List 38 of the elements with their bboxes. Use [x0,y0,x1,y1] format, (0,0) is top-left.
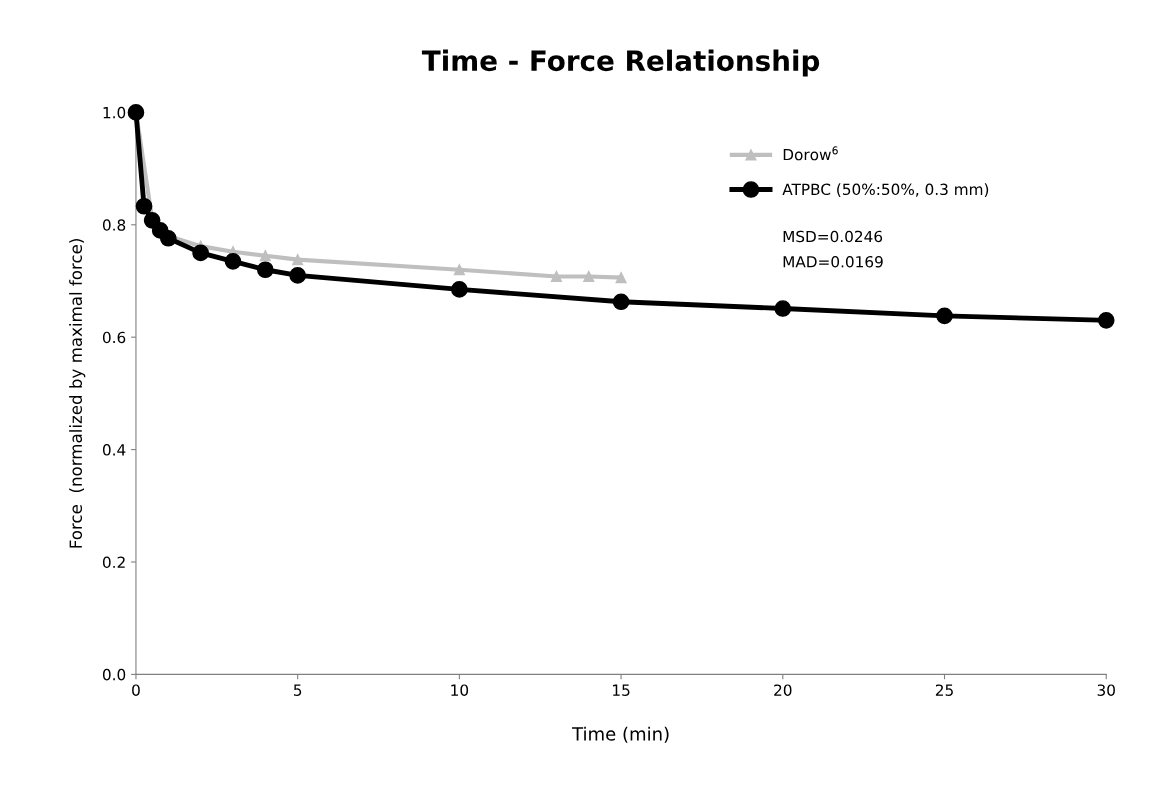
point [1097,312,1115,329]
point [774,300,792,317]
x-tick-label: 30 [1097,684,1115,696]
point [612,293,630,311]
point [159,229,177,247]
point [583,270,595,283]
annotation: MAD=0.0169 [783,255,883,268]
y-tick-label: 0.4 [102,444,126,456]
point [292,254,304,266]
y-tick-label: 0.6 [102,331,126,344]
x-axis-title: Time (min) [572,726,669,743]
x-tick-label: 20 [774,684,792,696]
y-tick-label: 0.0 [102,668,126,681]
point [453,264,465,276]
y-tick-label: 0.8 [102,219,126,231]
x-tick-label: 0 [132,684,140,696]
legend-label: Dorow$^{6}$ [783,146,838,161]
point [256,261,274,279]
point [289,267,306,284]
y-tick-label: 1.0 [103,106,126,119]
point [224,252,242,270]
chart-title: Time - Force Relationship [421,49,820,77]
annotation: MSD=0.0246 [783,230,883,243]
x-tick-label: 10 [451,684,469,696]
point [259,250,271,262]
point [936,307,953,325]
x-tick-label: 25 [935,684,953,696]
y-tick-label: 0.2 [102,556,125,569]
point [451,281,468,298]
legend-label: ATPBC (50%:50%, 0.3 mm) [782,183,989,197]
y-axis-title: Force (normalized by maximal force) [69,239,86,548]
point [135,197,153,215]
point [550,270,562,283]
point [143,211,161,229]
point [192,244,209,262]
x-tick-label: 15 [613,684,630,696]
point [615,272,627,284]
x-tick-label: 5 [293,684,302,696]
